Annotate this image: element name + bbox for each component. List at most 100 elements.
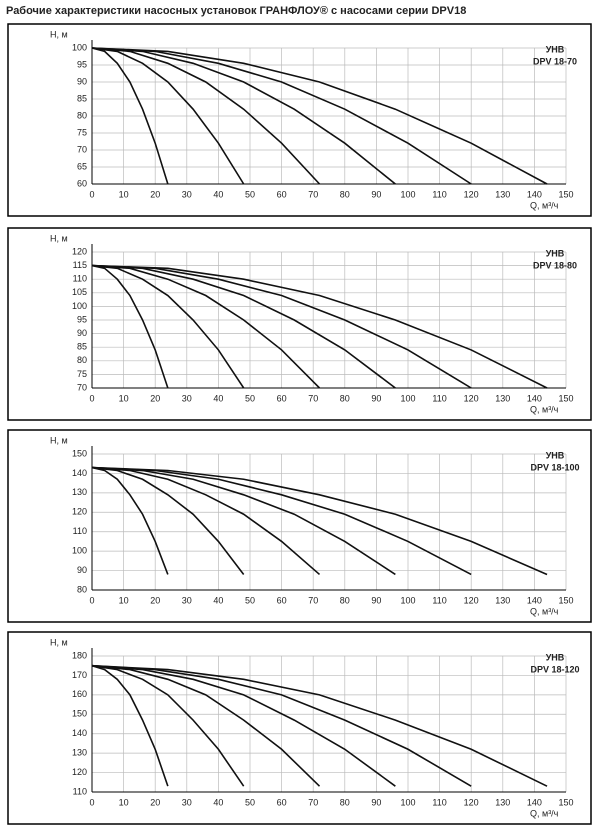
x-tick-label: 70	[308, 189, 318, 199]
pump-curve	[91, 47, 169, 185]
y-tick-label: 110	[73, 786, 87, 796]
x-tick-label: 150	[558, 595, 573, 605]
y-tick-label: 60	[77, 178, 87, 188]
y-axis-label: Н, м	[50, 29, 68, 39]
x-axis-label: Q, м³/ч	[530, 404, 559, 414]
y-axis-label: Н, м	[50, 435, 68, 445]
x-tick-label: 100	[400, 393, 415, 403]
y-tick-label: 90	[77, 328, 87, 338]
pump-curve	[91, 466, 169, 575]
y-axis-label: Н, м	[50, 637, 68, 647]
pump-curve	[91, 47, 321, 185]
y-tick-label: 80	[77, 584, 87, 594]
x-tick-label: 130	[495, 189, 510, 199]
x-tick-label: 70	[308, 393, 318, 403]
x-tick-label: 20	[150, 595, 160, 605]
x-axis-label: Q, м³/ч	[530, 606, 559, 616]
pump-curve	[91, 47, 245, 185]
y-tick-label: 95	[77, 59, 87, 69]
y-tick-label: 90	[77, 76, 87, 86]
pump-curve	[91, 47, 548, 185]
x-tick-label: 130	[495, 595, 510, 605]
y-tick-label: 110	[73, 274, 87, 284]
x-tick-label: 30	[182, 189, 192, 199]
x-tick-label: 80	[340, 393, 350, 403]
pump-curve	[91, 664, 396, 787]
y-tick-label: 140	[72, 468, 87, 478]
y-tick-label: 120	[72, 246, 87, 256]
model-label: УНВ	[546, 248, 565, 258]
panel-frame	[7, 23, 592, 217]
x-tick-label: 150	[558, 189, 573, 199]
x-tick-label: 70	[308, 595, 318, 605]
pump-curve	[91, 264, 245, 389]
x-tick-label: 90	[371, 189, 381, 199]
x-tick-label: 20	[150, 393, 160, 403]
x-tick-label: 20	[150, 797, 160, 807]
pump-curve	[91, 264, 169, 389]
x-tick-label: 100	[400, 189, 415, 199]
y-tick-label: 80	[77, 355, 87, 365]
x-tick-label: 140	[527, 393, 542, 403]
pump-curve	[91, 664, 245, 787]
page-title: Рабочие характеристики насосных установо…	[6, 5, 466, 17]
x-tick-label: 140	[527, 797, 542, 807]
y-tick-label: 130	[72, 748, 87, 758]
y-tick-label: 95	[77, 314, 87, 324]
y-tick-label: 110	[73, 526, 87, 536]
x-tick-label: 60	[277, 797, 287, 807]
x-tick-label: 60	[277, 595, 287, 605]
x-tick-label: 30	[182, 393, 192, 403]
x-tick-label: 10	[119, 797, 129, 807]
x-tick-label: 120	[464, 393, 479, 403]
x-tick-label: 10	[119, 393, 129, 403]
x-tick-label: 40	[213, 595, 223, 605]
x-axis-label: Q, м³/ч	[530, 200, 559, 210]
x-tick-label: 50	[245, 393, 255, 403]
x-tick-label: 110	[432, 595, 446, 605]
y-tick-label: 160	[72, 689, 87, 699]
panel-frame	[7, 631, 592, 825]
y-axis-label: Н, м	[50, 233, 68, 243]
model-label: УНВ	[546, 652, 565, 662]
panel-frame	[7, 429, 592, 623]
x-tick-label: 0	[89, 393, 94, 403]
x-tick-label: 60	[277, 393, 287, 403]
y-tick-label: 150	[72, 709, 87, 719]
model-label: УНВ	[546, 44, 565, 54]
x-tick-label: 120	[464, 189, 479, 199]
x-tick-label: 90	[371, 393, 381, 403]
x-tick-label: 0	[89, 189, 94, 199]
x-tick-label: 90	[371, 595, 381, 605]
x-tick-label: 50	[245, 595, 255, 605]
x-axis-label: Q, м³/ч	[530, 808, 559, 818]
model-label: DPV 18-70	[533, 56, 577, 66]
x-tick-label: 130	[495, 797, 510, 807]
x-tick-label: 150	[558, 797, 573, 807]
y-tick-label: 115	[73, 260, 87, 270]
y-tick-label: 180	[72, 650, 87, 660]
x-tick-label: 130	[495, 393, 510, 403]
y-tick-label: 80	[77, 110, 87, 120]
pump-curve	[91, 664, 169, 787]
y-tick-label: 75	[77, 369, 87, 379]
y-tick-label: 90	[77, 565, 87, 575]
x-tick-label: 80	[340, 595, 350, 605]
y-tick-label: 150	[72, 448, 87, 458]
y-tick-label: 70	[77, 382, 87, 392]
pump-curve	[91, 664, 321, 787]
y-tick-label: 75	[77, 127, 87, 137]
x-tick-label: 20	[150, 189, 160, 199]
x-tick-label: 110	[432, 797, 446, 807]
x-tick-label: 40	[213, 189, 223, 199]
model-label: DPV 18-100	[530, 462, 579, 472]
x-tick-label: 50	[245, 189, 255, 199]
x-tick-label: 0	[89, 595, 94, 605]
y-tick-label: 130	[72, 487, 87, 497]
x-tick-label: 140	[527, 595, 542, 605]
model-label: DPV 18-80	[533, 260, 577, 270]
x-tick-label: 50	[245, 797, 255, 807]
x-tick-label: 90	[371, 797, 381, 807]
